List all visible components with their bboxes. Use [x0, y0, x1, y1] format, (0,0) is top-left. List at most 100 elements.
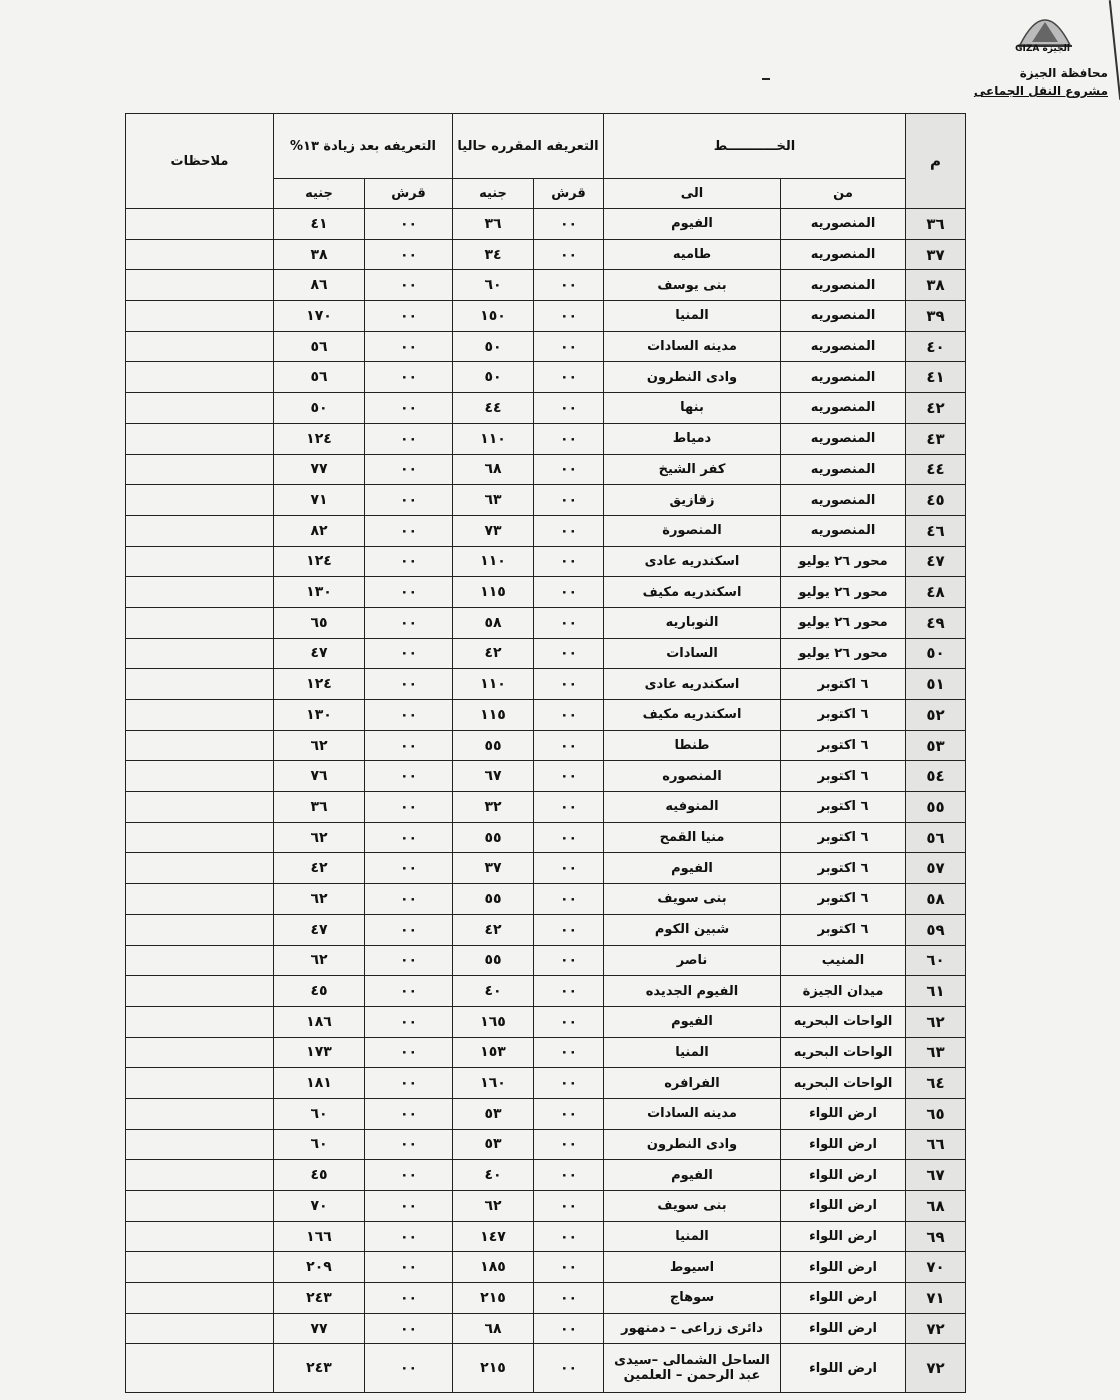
giza-logo-icon — [1018, 19, 1072, 47]
current-qirsh: ٠٠ — [533, 1128, 604, 1161]
remarks-cell — [125, 637, 274, 670]
new-pound: ٢٠٩ — [273, 1251, 365, 1284]
row-index: ٥٤ — [905, 760, 967, 793]
route-from: المنصوريه — [780, 300, 907, 332]
new-qirsh: ٠٠ — [364, 1343, 453, 1394]
route-to: شبين الكوم — [602, 913, 782, 946]
current-pound: ١١٥ — [452, 699, 534, 731]
current-pound: ٦٨ — [452, 453, 534, 486]
row-index: ٦٩ — [905, 1220, 967, 1253]
route-to: السادات — [602, 637, 782, 670]
remarks-cell — [125, 576, 274, 608]
new-pound: ٣٦ — [273, 791, 365, 823]
table-row: ٥٢ ٦ اكتوبر اسكندريه مكيف ٠٠ ١١٥ ٠٠ ١٣٠ — [125, 699, 967, 731]
new-pound: ٥٠ — [273, 392, 365, 424]
route-to: اسكندريه مكيف — [602, 576, 782, 608]
route-from: ٦ اكتوبر — [780, 760, 907, 793]
route-to: اسكندريه مكيف — [602, 699, 782, 731]
current-qirsh: ٠٠ — [533, 1005, 604, 1038]
route-from: المنيب — [780, 944, 907, 977]
route-from: المنصوريه — [780, 330, 907, 363]
remarks-cell — [125, 760, 274, 793]
route-to: بنى سويف — [602, 883, 782, 915]
table-row: ٤٦ المنصوريه المنصورة ٠٠ ٧٣ ٠٠ ٨٢ — [125, 514, 967, 547]
current-pound: ٦٨ — [452, 1312, 534, 1345]
table-row: ٦٠ المنيب ناصر ٠٠ ٥٥ ٠٠ ٦٢ — [125, 944, 967, 977]
new-qirsh: ٠٠ — [364, 392, 453, 424]
route-to: زقازيق — [602, 484, 782, 516]
table-row: ٧١ ارض اللواء سوهاج ٠٠ ٢١٥ ٠٠ ٢٤٣ — [125, 1282, 967, 1314]
current-pound: ١٤٧ — [452, 1220, 534, 1253]
row-index: ٤٠ — [905, 330, 967, 363]
current-qirsh: ٠٠ — [533, 208, 604, 240]
remarks-cell — [125, 1312, 274, 1345]
current-qirsh: ٠٠ — [533, 1190, 604, 1222]
row-index: ٧٠ — [905, 1251, 967, 1284]
new-qirsh: ٠٠ — [364, 760, 453, 793]
row-index: ٥٢ — [905, 699, 967, 731]
row-index: ٥٠ — [905, 637, 967, 670]
current-qirsh: ٠٠ — [533, 975, 604, 1007]
remarks-cell — [125, 514, 274, 547]
route-to: الفيوم — [602, 1005, 782, 1038]
current-qirsh: ٠٠ — [533, 821, 604, 854]
table-row: ٥٣ ٦ اكتوبر طنطا ٠٠ ٥٥ ٠٠ ٦٢ — [125, 729, 967, 762]
row-index: ٤٩ — [905, 606, 967, 639]
row-index: ٦٢ — [905, 1005, 967, 1038]
route-to: النوباريه — [602, 606, 782, 639]
new-qirsh: ٠٠ — [364, 1097, 453, 1130]
route-to: اسكندريه عادى — [602, 545, 782, 578]
new-qirsh: ٠٠ — [364, 791, 453, 823]
current-pound: ٤٢ — [452, 637, 534, 670]
row-index: ٤٧ — [905, 545, 967, 578]
new-qirsh: ٠٠ — [364, 269, 453, 302]
new-pound: ١٣٠ — [273, 576, 365, 608]
table-row: ٧٢ ارض اللواء الساحل الشمالى –سيدى عبد الر… — [125, 1343, 967, 1394]
project-name: مشروع النقل الجماعى — [973, 84, 1108, 98]
route-from: ارض اللواء — [780, 1190, 907, 1222]
new-qirsh: ٠٠ — [364, 883, 453, 915]
current-pound: ٦٠ — [452, 269, 534, 302]
header-new-qirsh: قرش — [364, 178, 453, 209]
table-row: ٦٨ ارض اللواء بنى سويف ٠٠ ٦٢ ٠٠ ٧٠ — [125, 1190, 967, 1222]
current-pound: ١١٠ — [452, 545, 534, 578]
route-to: ناصر — [602, 944, 782, 977]
new-qirsh: ٠٠ — [364, 514, 453, 547]
new-qirsh: ٠٠ — [364, 668, 453, 700]
row-index: ٣٦ — [905, 208, 967, 240]
remarks-cell — [125, 1343, 274, 1394]
route-to: الفرافره — [602, 1067, 782, 1099]
row-index: ٦٤ — [905, 1067, 967, 1099]
table-row: ٤٧ محور ٢٦ يوليو اسكندريه عادى ٠٠ ١١٠ ٠٠ ١٢٤ — [125, 545, 967, 578]
new-pound: ٤٢ — [273, 852, 365, 885]
route-from: ٦ اكتوبر — [780, 699, 907, 731]
new-qirsh: ٠٠ — [364, 484, 453, 516]
current-pound: ٥٥ — [452, 729, 534, 762]
header-current-pound: جنيه — [452, 178, 534, 209]
new-qirsh: ٠٠ — [364, 1159, 453, 1191]
header-new-pound: جنيه — [273, 178, 365, 209]
table-row: ٥٨ ٦ اكتوبر بنى سويف ٠٠ ٥٥ ٠٠ ٦٢ — [125, 883, 967, 915]
row-index: ٤٥ — [905, 484, 967, 516]
current-pound: ٥٣ — [452, 1128, 534, 1161]
new-pound: ٤٥ — [273, 1159, 365, 1191]
route-to: اسيوط — [602, 1251, 782, 1284]
header-current-qirsh: قرش — [533, 178, 604, 209]
remarks-cell — [125, 975, 274, 1007]
row-index: ٦٨ — [905, 1190, 967, 1222]
route-to: المنوفيه — [602, 791, 782, 823]
remarks-cell — [125, 300, 274, 332]
row-index: ٥١ — [905, 668, 967, 700]
remarks-cell — [125, 484, 274, 516]
new-pound: ٦٢ — [273, 729, 365, 762]
route-from: ارض اللواء — [780, 1251, 907, 1284]
row-index: ٦٣ — [905, 1036, 967, 1069]
remarks-cell — [125, 944, 274, 977]
route-to: دائرى زراعى – دمنهور — [602, 1312, 782, 1345]
table-row: ٤٢ المنصوريه بنها ٠٠ ٤٤ ٠٠ ٥٠ — [125, 392, 967, 424]
current-qirsh: ٠٠ — [533, 852, 604, 885]
row-index: ٤٦ — [905, 514, 967, 547]
current-qirsh: ٠٠ — [533, 729, 604, 762]
current-pound: ٥٥ — [452, 821, 534, 854]
route-from: المنصوريه — [780, 514, 907, 547]
